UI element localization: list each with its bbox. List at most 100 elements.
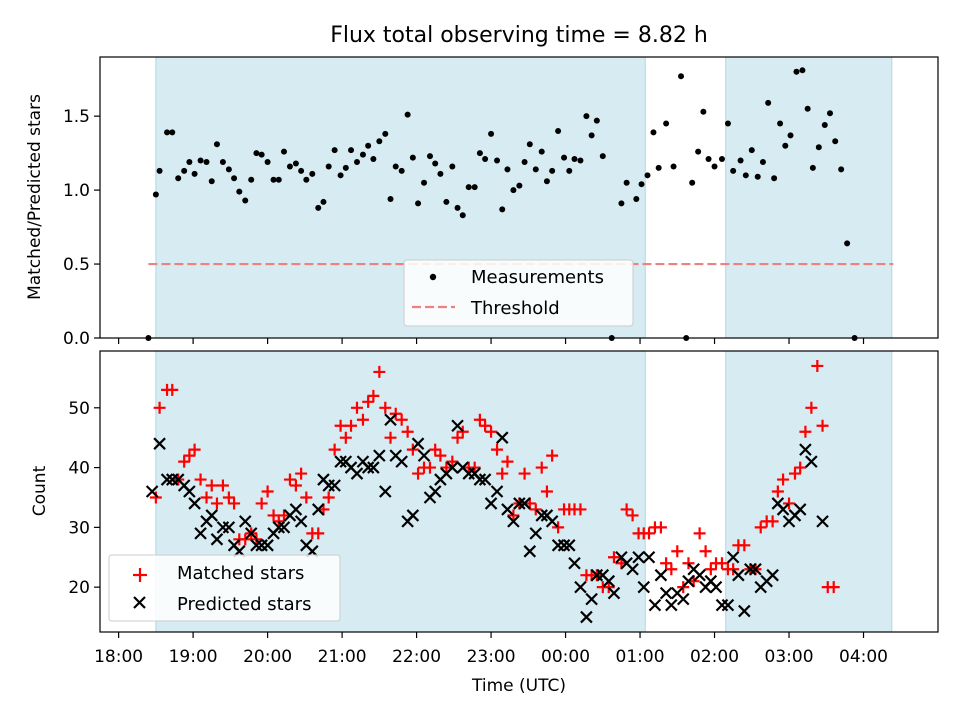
matched-star-point [473,413,486,426]
measurement-point [633,195,640,202]
predicted-star-point [417,449,431,462]
measurement-point [588,132,595,139]
measurement-point [426,153,433,160]
measurement-point [169,129,176,136]
measurement-point [342,164,349,171]
xtick-label: 18:00 [94,647,143,667]
measurement-point [449,163,456,170]
measurement-point [197,157,204,164]
matched-star-point [693,527,706,540]
legend-predicted-label: Predicted stars [177,594,311,615]
measurement-point [787,132,794,139]
matched-star-point [811,359,824,372]
measurement-point [826,110,833,117]
measurement-point [566,167,573,174]
predicted-star-point [557,539,571,552]
matched-star-point [255,497,268,510]
measurement-point [309,170,316,177]
measurement-point [737,157,744,164]
matched-star-point [149,491,162,504]
predicted-star-point [648,598,662,612]
matched-star-point [429,443,442,456]
xtick-label: 19:00 [169,647,218,667]
measurement-point [724,120,731,127]
measurement-point [532,166,539,173]
top-ytick-label: 0.0 [63,329,90,349]
predicted-star-point [816,515,829,528]
top-shaded-intervals [155,56,893,339]
matched-star-point [479,419,492,432]
measurement-point [765,99,772,106]
measurement-point [231,175,238,182]
measurement-point [398,167,405,174]
predicted-star-point [328,479,341,492]
measurement-point [191,170,198,177]
measurement-point [711,163,718,170]
matched-stars-points [149,359,840,594]
predicted-star-point [535,509,548,522]
predicted-star-point [738,604,751,618]
measurement-point [650,129,657,136]
predicted-star-point [799,443,812,456]
matched-star-point [574,503,587,516]
measurement-point [392,163,399,170]
predicted-star-point [334,455,347,468]
measurement-point [270,176,277,183]
matched-star-point [496,467,509,480]
measurement-point [644,172,651,179]
matched-star-point [379,401,392,414]
measurement-point [655,164,662,171]
measurement-point [421,179,428,186]
measurement-point [298,167,305,174]
measurement-point [208,178,215,185]
measurement-point [454,204,461,211]
predicted-star-point [411,437,425,450]
matched-star-point [222,491,235,504]
observing-interval-2 [725,350,893,633]
measurement-point [164,129,171,136]
predicted-star-point [250,539,263,552]
matched-star-point [267,509,280,522]
xtick-label: 04:00 [839,647,888,667]
measurement-point [325,163,332,170]
xtick-label: 20:00 [243,647,292,667]
measurement-point [799,67,806,74]
matched-star-point [682,557,695,570]
measurement-point [359,151,366,158]
measurement-point [264,159,271,166]
measurement-point [365,142,372,149]
bottom-y-ticks: 20 30 40 50 [68,399,100,598]
matched-star-point [704,563,717,576]
measurement-point [718,156,725,163]
measurement-point [571,156,578,163]
matched-star-point [451,431,464,444]
predicted-star-point [632,550,645,564]
matched-star-point [777,473,790,486]
xtick-label: 22:00 [392,647,441,667]
predicted-star-point [194,527,207,540]
matched-star-point [401,425,414,438]
matched-star-point [699,545,712,558]
measurement-point [821,122,828,129]
matched-star-point [188,443,201,456]
measurement-point [705,156,712,163]
predicted-star-point [676,592,690,606]
matched-star-point [205,479,218,492]
matched-star-point [412,467,425,480]
legend-measurements-label: Measurements [471,267,604,288]
measurement-point [521,159,528,166]
matched-star-point [501,455,514,468]
predicted-star-point [446,461,459,474]
matched-star-point [771,485,784,498]
matched-star-point [300,491,313,504]
measurement-point [258,151,265,158]
measurement-point [730,167,737,174]
measurement-point [236,188,243,195]
matched-star-point [620,503,633,516]
matched-star-point [677,581,690,594]
measurement-point [593,117,600,124]
predicted-star-point [580,610,593,624]
predicted-star-point [568,556,581,570]
legend-matched-marker [133,568,147,582]
predicted-star-point [721,598,735,612]
